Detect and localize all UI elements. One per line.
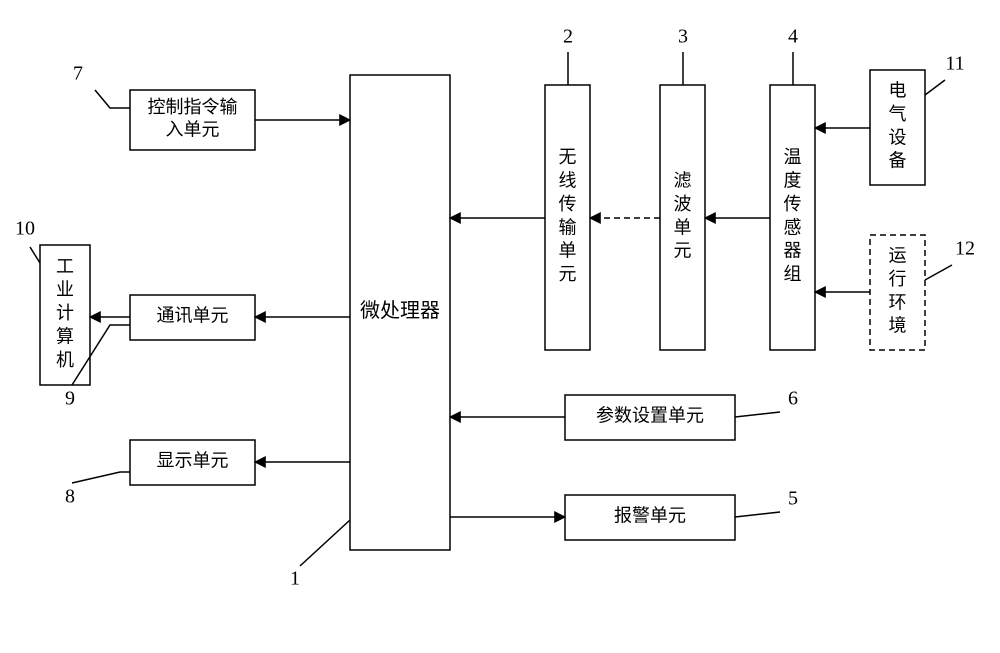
wireless-label: 元 xyxy=(559,264,577,284)
industrial_pc-label: 算 xyxy=(56,327,74,347)
runtime_env-label: 行 xyxy=(889,269,907,289)
runtime_env-label: 运 xyxy=(889,246,907,266)
wireless-label: 无 xyxy=(559,147,577,167)
runtime_env-label: 境 xyxy=(889,316,907,336)
temp_sensor-label: 温 xyxy=(784,147,802,167)
callout-leader-12 xyxy=(925,265,952,280)
temp_sensor-label: 感 xyxy=(784,217,802,237)
callout-11: 11 xyxy=(945,53,964,75)
elec_equip-label: 设 xyxy=(889,127,907,147)
wireless-label: 线 xyxy=(559,171,577,191)
temp_sensor-label: 器 xyxy=(784,241,802,261)
callout-8: 8 xyxy=(65,486,75,508)
callout-7: 7 xyxy=(73,63,83,85)
callout-leader-9 xyxy=(72,325,130,385)
elec_equip-label: 电 xyxy=(889,81,907,101)
elec_equip-label: 备 xyxy=(889,151,907,171)
wireless-label: 输 xyxy=(559,217,577,237)
block-diagram: 微处理器控制指令输入单元通讯单元显示单元工业计算机无线传输单元滤波单元温度传感器… xyxy=(0,0,1000,653)
wireless-label: 单 xyxy=(559,241,577,261)
industrial_pc-label: 计 xyxy=(56,303,74,323)
callout-leader-7 xyxy=(95,90,130,108)
industrial_pc-label: 机 xyxy=(56,350,74,370)
ctrl_input-label: 入单元 xyxy=(166,119,220,139)
callout-12: 12 xyxy=(955,238,975,260)
callout-leader-1 xyxy=(300,520,350,566)
temp_sensor-label: 组 xyxy=(784,264,802,284)
filter-label: 元 xyxy=(674,241,692,261)
display_unit-label: 显示单元 xyxy=(157,451,229,471)
elec_equip-label: 气 xyxy=(889,104,907,124)
callout-leader-5 xyxy=(735,512,780,517)
callout-4: 4 xyxy=(788,26,798,48)
callout-5: 5 xyxy=(788,488,798,510)
callout-leader-6 xyxy=(735,412,780,417)
param_set-label: 参数设置单元 xyxy=(596,406,704,426)
ctrl_input-label: 控制指令输 xyxy=(148,97,238,117)
callout-3: 3 xyxy=(678,26,688,48)
wireless-label: 传 xyxy=(559,194,577,214)
temp_sensor-label: 传 xyxy=(784,194,802,214)
callout-1: 1 xyxy=(290,568,300,590)
callout-10: 10 xyxy=(15,218,35,240)
comm_unit-label: 通讯单元 xyxy=(157,306,229,326)
industrial_pc-label: 业 xyxy=(56,280,74,300)
runtime_env-label: 环 xyxy=(889,292,907,312)
callout-leader-11 xyxy=(925,80,945,95)
callout-leader-10 xyxy=(30,247,40,263)
filter-label: 波 xyxy=(674,194,692,214)
industrial_pc-label: 工 xyxy=(56,256,74,276)
callout-6: 6 xyxy=(788,388,798,410)
microprocessor-label: 微处理器 xyxy=(360,299,440,322)
temp_sensor-label: 度 xyxy=(784,171,802,191)
alarm-label: 报警单元 xyxy=(614,506,686,526)
callout-2: 2 xyxy=(563,26,573,48)
callout-9: 9 xyxy=(65,388,75,410)
filter-label: 滤 xyxy=(674,171,692,191)
callout-leader-8 xyxy=(72,472,130,483)
filter-label: 单 xyxy=(674,217,692,237)
